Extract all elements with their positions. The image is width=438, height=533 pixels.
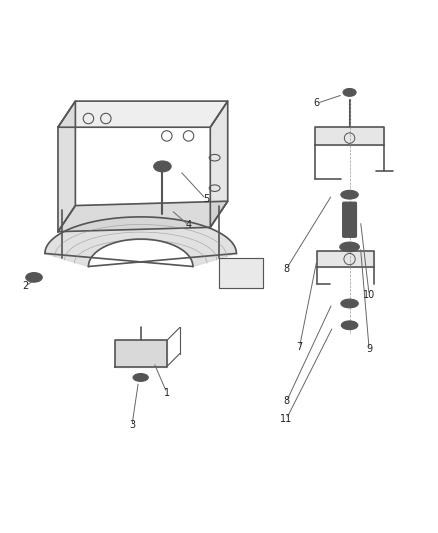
Ellipse shape xyxy=(133,374,148,382)
Polygon shape xyxy=(115,341,167,367)
Ellipse shape xyxy=(341,321,358,329)
Text: 8: 8 xyxy=(283,264,290,273)
Text: 7: 7 xyxy=(297,342,303,352)
Ellipse shape xyxy=(154,161,171,172)
Ellipse shape xyxy=(26,272,42,282)
Ellipse shape xyxy=(341,190,358,199)
Text: 8: 8 xyxy=(283,397,290,407)
Ellipse shape xyxy=(341,299,358,308)
Polygon shape xyxy=(58,101,75,232)
Ellipse shape xyxy=(340,242,359,252)
Polygon shape xyxy=(45,217,237,266)
Text: 6: 6 xyxy=(314,98,320,108)
Text: 5: 5 xyxy=(203,194,209,204)
Text: 1: 1 xyxy=(164,387,170,398)
Text: 10: 10 xyxy=(363,290,375,300)
Polygon shape xyxy=(58,101,228,127)
Polygon shape xyxy=(315,127,385,144)
Text: 11: 11 xyxy=(280,414,293,424)
Text: 9: 9 xyxy=(366,344,372,354)
Polygon shape xyxy=(58,201,228,232)
Text: 2: 2 xyxy=(22,281,28,291)
Text: 3: 3 xyxy=(129,421,135,430)
Polygon shape xyxy=(317,251,374,266)
Ellipse shape xyxy=(343,88,356,96)
Polygon shape xyxy=(219,258,262,288)
Text: 4: 4 xyxy=(185,220,191,230)
Polygon shape xyxy=(210,101,228,228)
FancyBboxPatch shape xyxy=(343,202,357,237)
